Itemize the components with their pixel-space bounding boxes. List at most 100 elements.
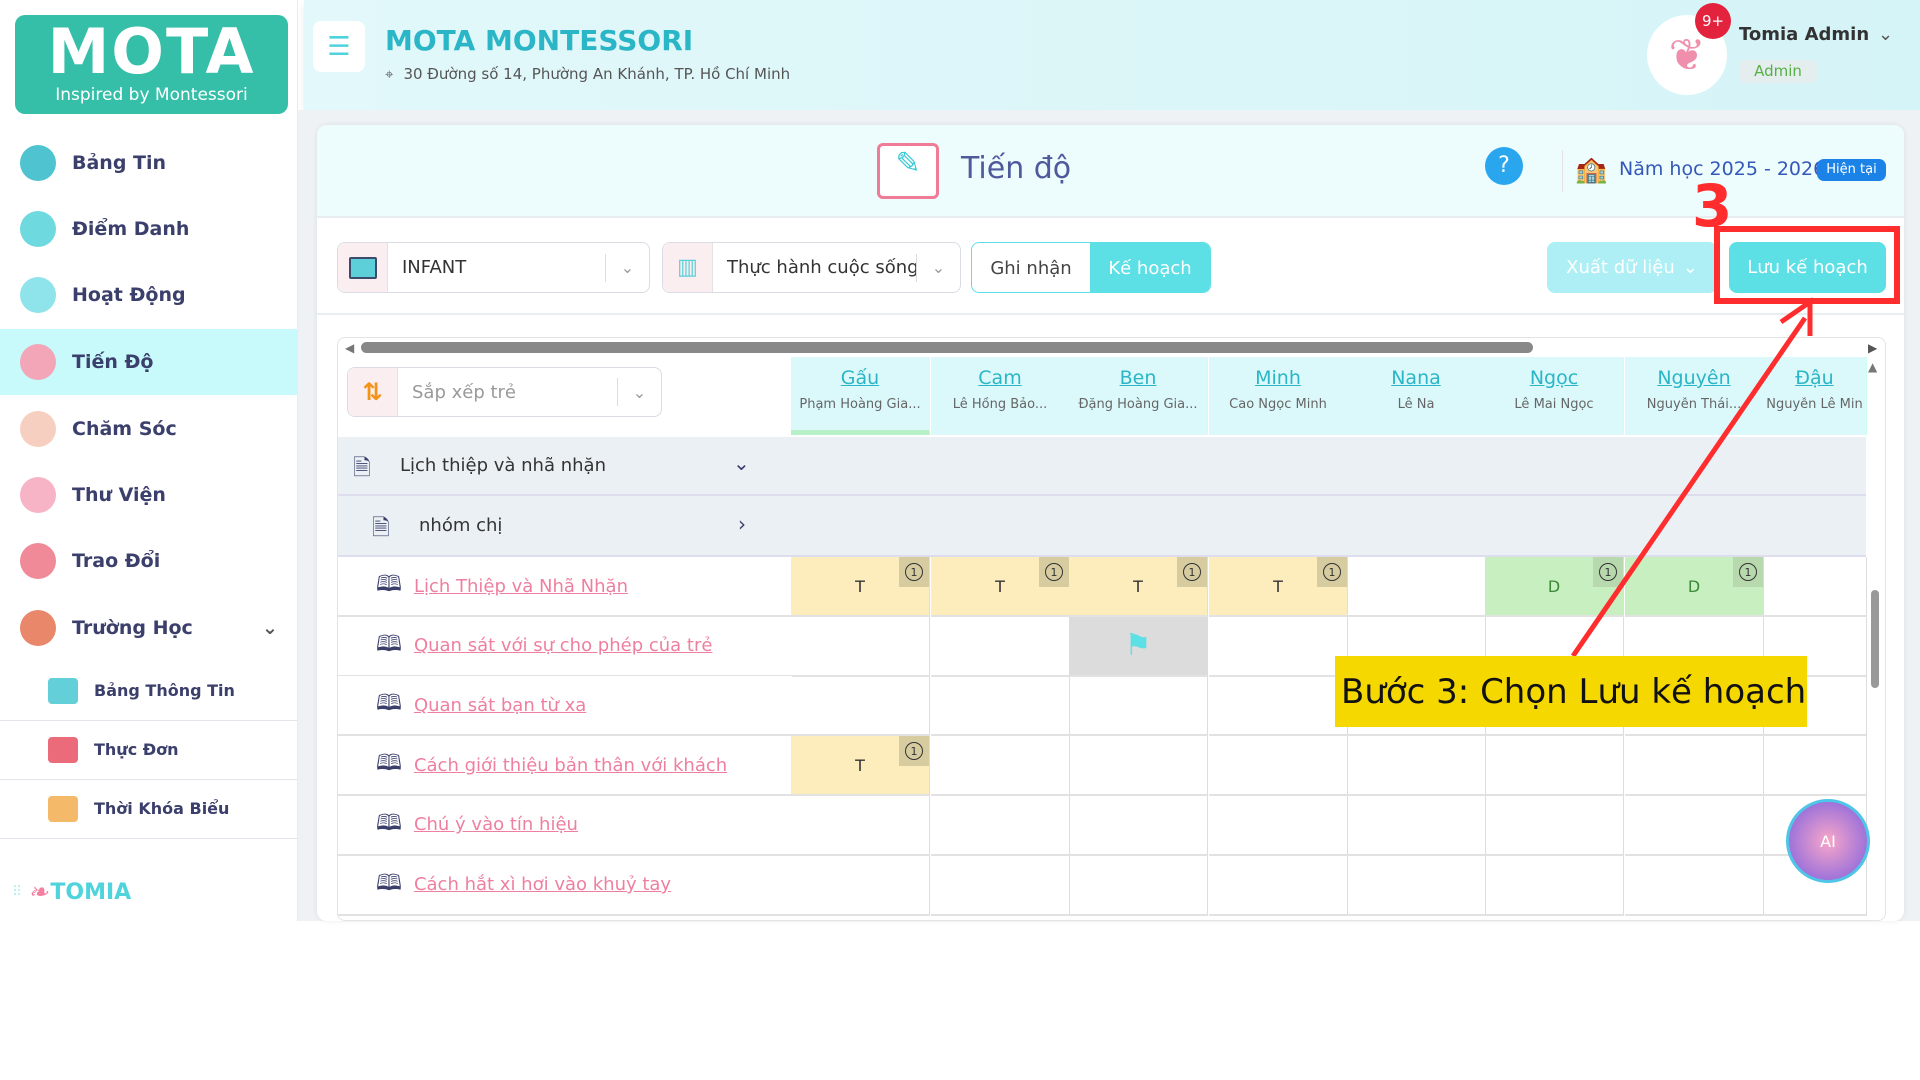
export-data-button[interactable]: Xuất dữ liệu ⌄ bbox=[1547, 242, 1717, 293]
tab-plan[interactable]: Kế hoạch bbox=[1090, 243, 1210, 292]
lesson-link[interactable]: Cách hắt xì hơi vào khuỷ tay bbox=[413, 874, 672, 895]
progress-cell[interactable] bbox=[1625, 855, 1764, 916]
progress-cell[interactable] bbox=[1069, 855, 1208, 916]
lesson-link[interactable]: Lịch Thiệp và Nhã Nhặn bbox=[413, 575, 628, 597]
progress-cell[interactable] bbox=[791, 676, 930, 737]
lesson-link[interactable]: Quan sát với sự cho phép của trẻ bbox=[413, 635, 713, 657]
history-badge-icon[interactable]: 1 bbox=[899, 736, 929, 767]
history-badge-icon[interactable]: 1 bbox=[899, 557, 929, 587]
sidebar-item-6[interactable]: Trao Đổi bbox=[0, 528, 298, 594]
history-badge-icon[interactable]: 1 bbox=[1593, 557, 1623, 587]
progress-cell[interactable] bbox=[1069, 795, 1208, 856]
sidebar-subitem-1[interactable]: Thực Đơn bbox=[0, 720, 298, 780]
chevron-down-icon[interactable]: ⌄ bbox=[617, 378, 661, 406]
chevron-down-icon[interactable]: ⌄ bbox=[733, 451, 750, 475]
hamburger-menu-icon[interactable]: ☰ bbox=[313, 21, 365, 72]
chevron-down-icon[interactable]: ⌄ bbox=[916, 253, 960, 282]
progress-cell[interactable] bbox=[1763, 736, 1867, 797]
chevron-down-icon[interactable]: ⌄ bbox=[1878, 24, 1894, 45]
page-title: Tiến độ bbox=[961, 151, 1072, 186]
progress-cell[interactable]: ⚑ bbox=[1069, 616, 1208, 677]
progress-cell[interactable] bbox=[1625, 795, 1764, 856]
scroll-left-icon[interactable]: ◀ bbox=[345, 341, 355, 355]
save-plan-button[interactable]: Lưu kế hoạch bbox=[1729, 242, 1886, 293]
sidebar-item-2[interactable]: Hoạt Động bbox=[0, 262, 298, 328]
scroll-up-icon[interactable]: ▲ bbox=[1868, 360, 1878, 374]
chevron-down-icon[interactable]: ⌄ bbox=[605, 253, 649, 282]
progress-cell[interactable] bbox=[1763, 616, 1867, 677]
progress-cell[interactable] bbox=[1763, 676, 1867, 737]
vertical-scrollbar[interactable] bbox=[1871, 590, 1879, 688]
progress-cell[interactable] bbox=[1209, 616, 1348, 677]
sidebar-subitem-0[interactable]: Bảng Thông Tin bbox=[0, 661, 298, 721]
progress-cell[interactable] bbox=[1763, 855, 1867, 916]
scroll-right-icon[interactable]: ▶ bbox=[1868, 341, 1878, 355]
school-year[interactable]: Năm học 2025 - 2026 bbox=[1619, 158, 1826, 180]
progress-cell[interactable] bbox=[931, 855, 1070, 916]
subgroup-row[interactable]: 🗎 nhóm chị › bbox=[338, 496, 1866, 557]
student-column-header[interactable]: Ben Đặng Hoàng Gia... bbox=[1069, 357, 1208, 435]
notification-badge[interactable]: 9+ bbox=[1695, 3, 1731, 39]
progress-cell[interactable] bbox=[791, 616, 930, 677]
lesson-link[interactable]: Cách giới thiệu bản thân với khách bbox=[413, 754, 728, 776]
progress-cell[interactable] bbox=[1347, 855, 1486, 916]
tab-record[interactable]: Ghi nhận bbox=[990, 258, 1072, 279]
chevron-right-icon[interactable]: › bbox=[738, 512, 746, 536]
student-column-header[interactable]: Minh Cao Ngọc Minh bbox=[1209, 357, 1348, 435]
progress-cell[interactable] bbox=[1209, 795, 1348, 856]
progress-cell[interactable] bbox=[1209, 736, 1348, 797]
progress-cell[interactable] bbox=[1485, 855, 1624, 916]
student-column-header[interactable]: Gấu Phạm Hoàng Gia... bbox=[791, 357, 930, 435]
progress-cell[interactable] bbox=[1763, 557, 1867, 617]
student-column-header[interactable]: Cam Lê Hồng Bảo... bbox=[931, 357, 1070, 435]
progress-cell[interactable] bbox=[1347, 795, 1486, 856]
sidebar-item-0[interactable]: Bảng Tin bbox=[0, 130, 298, 196]
student-column-header[interactable]: Nguyên Nguyễn Thái... bbox=[1625, 357, 1764, 435]
progress-cell[interactable] bbox=[1625, 736, 1764, 797]
group-row[interactable]: 🗎 Lịch thiệp và nhã nhặn ⌄ bbox=[338, 437, 1866, 496]
lesson-link[interactable]: Quan sát bạn từ xa bbox=[413, 694, 587, 716]
progress-cell[interactable] bbox=[791, 855, 930, 916]
sort-children-select[interactable]: ⇅ Sắp xếp trẻ ⌄ bbox=[347, 367, 662, 417]
lesson-link[interactable]: Chú ý vào tín hiệu bbox=[413, 814, 578, 836]
progress-cell[interactable] bbox=[1209, 855, 1348, 916]
student-column-header[interactable]: Ngọc Lê Mai Ngọc bbox=[1485, 357, 1624, 435]
sidebar-item-1[interactable]: Điểm Danh bbox=[0, 196, 298, 262]
progress-cell[interactable] bbox=[1347, 736, 1486, 797]
user-name[interactable]: Tomia Admin bbox=[1739, 24, 1870, 45]
class-select[interactable]: INFANT ⌄ bbox=[337, 242, 650, 293]
progress-cell[interactable] bbox=[1485, 795, 1624, 856]
sidebar-item-5[interactable]: Thư Viện bbox=[0, 462, 298, 528]
progress-cell[interactable] bbox=[1485, 736, 1624, 797]
progress-cell[interactable] bbox=[931, 736, 1070, 797]
history-badge-icon[interactable]: 1 bbox=[1317, 557, 1347, 587]
history-badge-icon[interactable]: 1 bbox=[1039, 557, 1069, 587]
ai-assistant-button[interactable]: AI bbox=[1786, 799, 1870, 883]
progress-cell[interactable] bbox=[1069, 736, 1208, 797]
progress-cell[interactable] bbox=[791, 795, 930, 856]
sidebar-item-7[interactable]: Trường Học ⌄ bbox=[0, 595, 298, 661]
horizontal-scrollbar[interactable] bbox=[361, 342, 1533, 353]
user-avatar[interactable]: ❦ bbox=[1647, 15, 1727, 95]
mota-logo[interactable]: MOTA Inspired by Montessori bbox=[15, 15, 288, 114]
sidebar-item-4[interactable]: Chăm Sóc bbox=[0, 396, 298, 462]
sidebar-item-3[interactable]: Tiến Độ bbox=[0, 329, 298, 395]
history-badge-icon[interactable]: 1 bbox=[1733, 557, 1763, 587]
progress-cell[interactable] bbox=[931, 795, 1070, 856]
progress-cell[interactable] bbox=[1069, 676, 1208, 737]
student-column-header[interactable]: Đậu Nguyễn Lê Min bbox=[1763, 357, 1867, 435]
history-badge-icon[interactable]: 1 bbox=[1177, 557, 1207, 587]
sidebar-subitem-2[interactable]: Thời Khóa Biểu bbox=[0, 779, 298, 839]
progress-cell[interactable] bbox=[931, 676, 1070, 737]
area-select[interactable]: ▥ Thực hành cuộc sống ⌄ bbox=[662, 242, 961, 293]
chevron-down-icon[interactable]: ⌄ bbox=[262, 617, 278, 639]
student-column-header[interactable]: Nana Lê Na bbox=[1347, 357, 1486, 435]
help-icon[interactable]: ? bbox=[1485, 147, 1523, 185]
